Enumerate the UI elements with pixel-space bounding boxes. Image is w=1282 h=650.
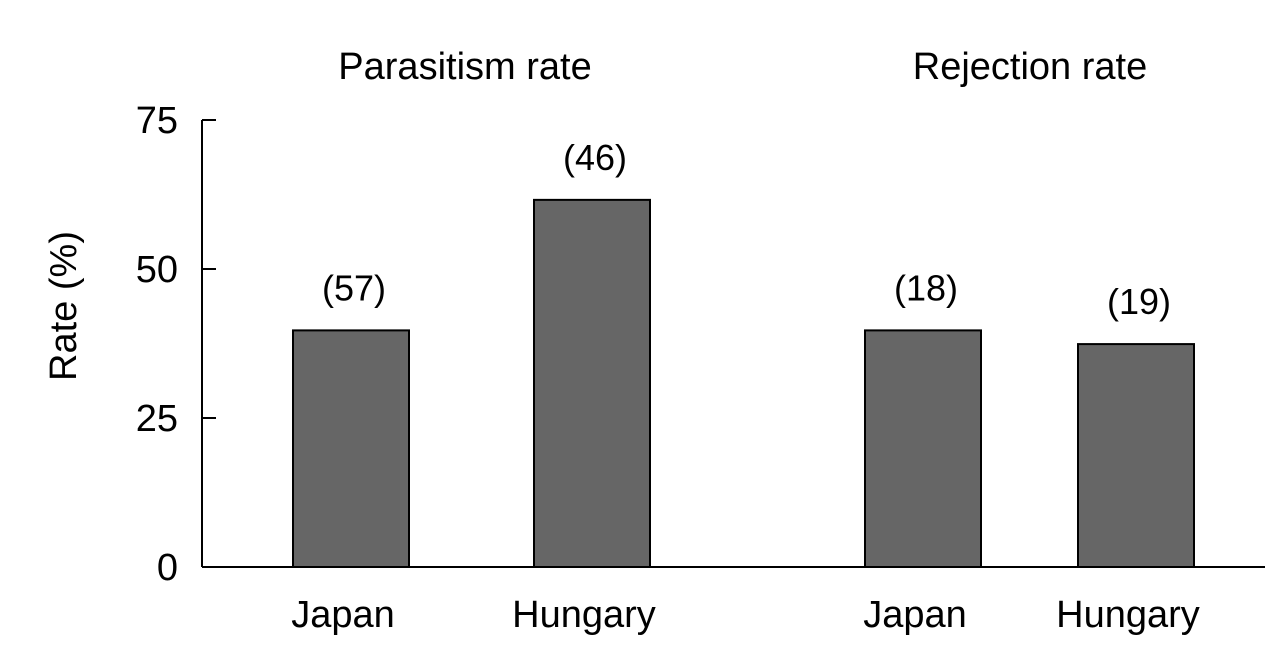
y-axis-title: Rate (%) — [43, 231, 85, 381]
bar-groups: Parasitism rate(57)Japan(46)HungaryRejec… — [291, 46, 1200, 636]
bar — [292, 329, 410, 568]
bar-data-label: (19) — [1107, 281, 1171, 322]
bar-data-label: (46) — [563, 137, 627, 178]
bar-group: Parasitism rate (57) Japan (46) Hungary — [291, 46, 656, 636]
bar-data-label: (18) — [894, 267, 958, 308]
bar-data-label: (57) — [322, 267, 386, 308]
bar — [864, 329, 982, 568]
y-tick-label: 75 — [136, 100, 178, 142]
group-title: Parasitism rate — [338, 46, 591, 88]
bar — [1077, 343, 1195, 569]
y-tick-label: 25 — [136, 398, 178, 440]
x-tick-label: Japan — [291, 594, 395, 636]
bar — [533, 198, 651, 568]
group-title: Rejection rate — [913, 46, 1147, 88]
x-tick-label: Japan — [863, 594, 967, 636]
bar-group: Rejection rate (18) Japan (19) Hungary — [863, 46, 1200, 636]
y-tick-label: 0 — [157, 547, 178, 589]
x-tick-label: Hungary — [1056, 594, 1200, 636]
y-tick-label: 50 — [136, 249, 178, 291]
x-tick-label: Hungary — [512, 594, 656, 636]
y-axis: 0 25 50 75 — [136, 100, 216, 589]
